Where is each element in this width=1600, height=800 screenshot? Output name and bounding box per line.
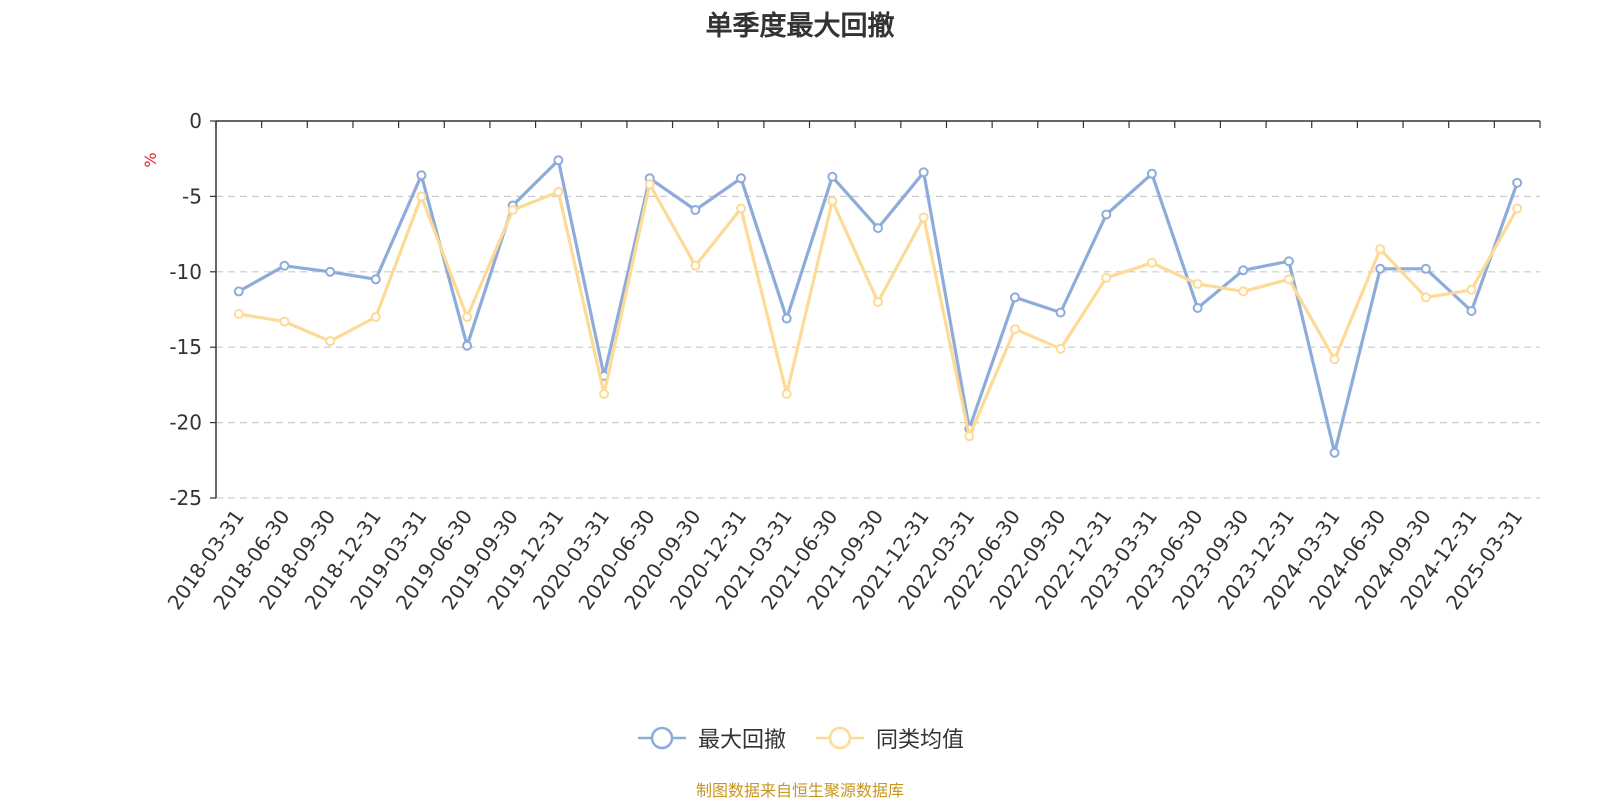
- data-point-1: [1329, 447, 1340, 458]
- legend-symbol-icon: [816, 726, 864, 750]
- chart-title: 单季度最大回撤: [705, 11, 895, 42]
- series-line-2: [238, 182, 1519, 438]
- data-point-2: [553, 186, 564, 197]
- data-point-2: [644, 179, 655, 190]
- y-tick-label: -20: [169, 411, 202, 435]
- data-point-2: [370, 312, 381, 323]
- data-point-2: [1375, 244, 1386, 255]
- data-point-1: [416, 170, 427, 181]
- y-tick-label: -10: [169, 260, 202, 284]
- data-point-1: [827, 171, 838, 182]
- data-point-1: [279, 260, 290, 271]
- legend: 最大回撤 同类均值: [0, 722, 1600, 754]
- data-point-2: [233, 309, 244, 320]
- data-point-2: [690, 260, 701, 271]
- y-tick-label: -25: [169, 486, 202, 510]
- data-point-2: [1238, 286, 1249, 297]
- data-point-1: [1466, 306, 1477, 317]
- data-point-2: [1283, 274, 1294, 285]
- data-point-1: [1375, 263, 1386, 274]
- data-point-1: [1101, 209, 1112, 220]
- axes: [210, 120, 1541, 499]
- data-point-2: [1512, 203, 1523, 214]
- data-point-2: [1101, 272, 1112, 283]
- data-point-2: [1055, 343, 1066, 354]
- data-point-1: [462, 340, 473, 351]
- data-point-2: [1009, 324, 1020, 335]
- data-point-2: [1146, 257, 1157, 268]
- data-point-1: [1009, 292, 1020, 303]
- y-tick-label: -15: [169, 335, 202, 359]
- data-point-2: [781, 388, 792, 399]
- data-point-2: [599, 388, 610, 399]
- data-point-1: [873, 223, 883, 234]
- data-point-1: [1192, 302, 1203, 313]
- legend-circle: [828, 726, 852, 750]
- data-point-1: [233, 286, 244, 297]
- grid-lines: [216, 195, 1540, 499]
- legend-circle: [650, 726, 674, 750]
- data-point-1: [736, 173, 747, 184]
- data-point-2: [1192, 278, 1203, 289]
- data-point-1: [1055, 307, 1066, 318]
- data-point-2: [279, 316, 290, 327]
- y-tick-label: -5: [182, 184, 202, 208]
- line-chart: 0-5-10-15-20-252018-03-312018-06-302018-…: [141, 109, 1541, 614]
- data-point-2: [416, 191, 427, 202]
- y-tick-label: 0: [189, 109, 202, 133]
- data-point-1: [918, 167, 929, 178]
- data-point-2: [1329, 354, 1340, 365]
- legend-label: 同类均值: [876, 728, 965, 753]
- data-point-2: [1420, 292, 1431, 303]
- data-point-2: [1466, 284, 1477, 295]
- series-lines: [233, 155, 1523, 458]
- data-point-2: [462, 312, 473, 323]
- data-point-1: [781, 313, 792, 324]
- data-point-2: [507, 204, 518, 215]
- data-point-1: [325, 266, 336, 277]
- data-point-1: [1283, 256, 1294, 267]
- y-axis-unit-label: %: [141, 152, 160, 167]
- legend-item-2[interactable]: 同类均值: [814, 722, 964, 754]
- data-point-1: [370, 274, 381, 285]
- data-point-1: [1146, 168, 1157, 179]
- data-point-2: [964, 431, 975, 442]
- data-point-1: [1512, 177, 1523, 188]
- data-point-1: [553, 155, 564, 166]
- data-point-2: [736, 203, 747, 214]
- legend-item-1[interactable]: 最大回撤: [636, 722, 786, 754]
- data-point-1: [1420, 263, 1431, 274]
- legend-label: 最大回撤: [697, 728, 786, 753]
- data-point-1: [1238, 265, 1249, 276]
- data-point-2: [873, 296, 883, 307]
- legend-symbol-icon: [637, 726, 686, 750]
- data-point-2: [918, 212, 929, 223]
- data-point-2: [325, 336, 336, 347]
- data-point-2: [827, 195, 838, 206]
- tick-labels: 0-5-10-15-20-252018-03-312018-06-302018-…: [163, 109, 1528, 614]
- data-point-1: [690, 204, 701, 215]
- source-note: 制图数据来自恒生聚源数据库: [695, 781, 904, 800]
